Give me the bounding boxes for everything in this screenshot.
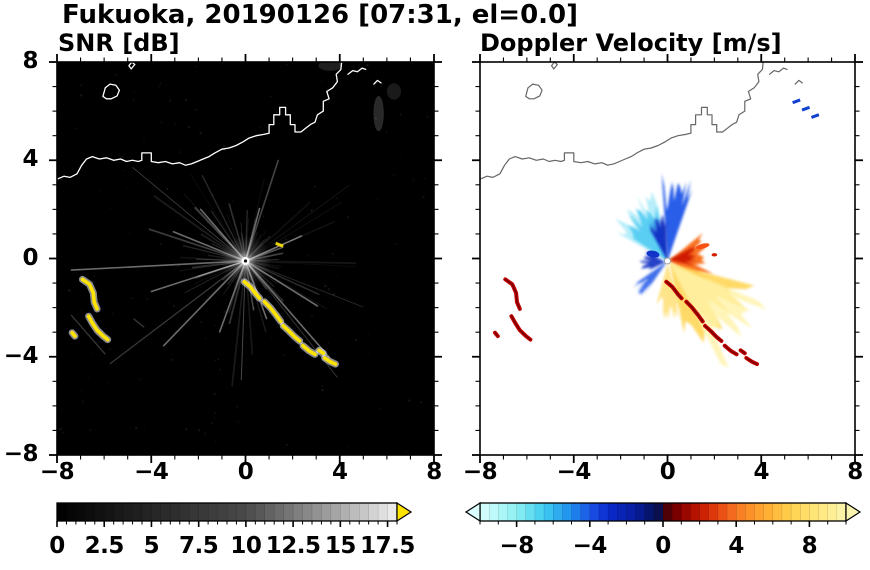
harbor-structure (347, 67, 367, 75)
velocity-spot (711, 253, 718, 257)
island-outline (128, 62, 136, 70)
coastline-path (480, 62, 764, 180)
snr-cbar-label-10: 10 (230, 533, 262, 559)
snr-cbar-label-2.5: 2.5 (84, 533, 125, 559)
island-outline (102, 83, 121, 100)
ghost-echo (386, 83, 402, 100)
plot-frame (56, 61, 435, 456)
snr-panel-title: SNR [dB] (58, 29, 180, 57)
ytick-0: 0 (22, 244, 38, 271)
ytick-8: 8 (22, 48, 38, 74)
doppler-xtick-0: 0 (659, 459, 676, 485)
velocity-lobe (633, 261, 668, 297)
island-outline (525, 83, 543, 100)
doppler-xtick--4: −4 (556, 459, 592, 485)
doppler-cbar-label-0: 0 (655, 533, 671, 559)
coastline (480, 62, 803, 180)
snr-colorbar (56, 502, 413, 527)
doppler-map (472, 54, 863, 463)
snr-xtick--8: −8 (39, 459, 75, 485)
snr-cbar-segments (56, 502, 398, 522)
velocity-lobe (628, 205, 668, 261)
velocity-lobe (661, 173, 693, 261)
doppler-cbar-label-4: 4 (728, 533, 744, 559)
ytick--4: −4 (3, 342, 39, 369)
snr-cbar-over-arrow (396, 502, 413, 523)
snr-map (49, 54, 442, 463)
velocity-spot (646, 250, 660, 258)
coastline-path (57, 62, 343, 180)
blue-speck (801, 105, 811, 112)
snr-cbar-label-17.5: 17.5 (360, 533, 415, 559)
snr-xtick-8: 8 (426, 459, 442, 485)
ghost-echo (318, 62, 343, 71)
snr-xtick-4: 4 (331, 459, 348, 485)
radar-site-dot (664, 257, 671, 265)
harbor-structure (768, 67, 788, 75)
snr-cbar-label-5: 5 (143, 533, 160, 559)
velocity-lobes (615, 173, 767, 369)
velocity-lobe (649, 215, 668, 261)
axis-ticks (49, 54, 442, 463)
velocity-lobe (668, 246, 698, 266)
velocity-lobe (639, 249, 666, 271)
velocity-lobe (669, 263, 767, 369)
ground-clutter-arcs (68, 275, 339, 368)
echo-speck (275, 241, 284, 248)
snr-xtick-0: 0 (237, 459, 254, 485)
ytick--8: −8 (3, 441, 39, 467)
harbor-structure (373, 79, 382, 85)
harbor-structure (794, 79, 803, 85)
doppler-cbar-under-arrow (464, 502, 481, 523)
doppler-xtick-4: 4 (753, 459, 769, 485)
ground-clutter-arcs (493, 277, 759, 367)
snr-cbar-label-0: 0 (49, 533, 65, 559)
doppler-cbar-over-arrow (845, 502, 862, 523)
doppler-cbar-label--8: −8 (499, 533, 534, 559)
doppler-xtick-8: 8 (847, 459, 863, 485)
doppler-cbar-label--4: −4 (572, 533, 608, 559)
plot-frame (479, 61, 856, 456)
snr-xtick--4: −4 (134, 459, 169, 485)
blue-speck (792, 98, 801, 105)
figure-title: Fukuoka, 20190126 [07:31, el=0.0] (62, 0, 579, 30)
doppler-xtick--8: −8 (462, 459, 498, 485)
doppler-colorbar (464, 502, 862, 527)
snr-cbar-label-12.5: 12.5 (265, 533, 321, 559)
coastline (57, 62, 382, 180)
doppler-cbar-label-8: 8 (801, 533, 818, 559)
blue-speck (810, 113, 820, 119)
ytick-4: 4 (22, 146, 38, 173)
velocity-lobe (657, 263, 683, 320)
doppler-cbar-segments (479, 502, 847, 522)
snr-cbar-label-7.5: 7.5 (179, 533, 219, 559)
velocity-spot (695, 243, 710, 250)
doppler-panel-title: Doppler Velocity [m/s] (480, 29, 782, 57)
island-outline (550, 62, 558, 70)
snr-cbar-label-15: 15 (324, 533, 357, 559)
ghost-echo (373, 95, 384, 132)
